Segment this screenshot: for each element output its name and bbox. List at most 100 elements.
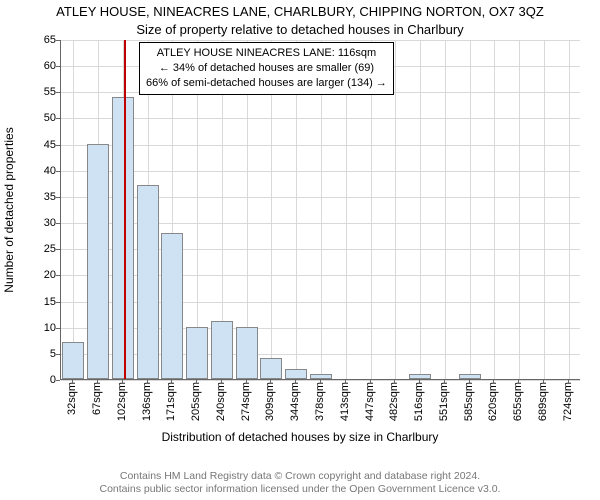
x-tick-mark [97, 380, 98, 384]
gridline-v [395, 40, 396, 379]
y-tick-mark [56, 40, 60, 41]
x-axis-label: Distribution of detached houses by size … [0, 430, 600, 444]
chart-address-title: ATLEY HOUSE, NINEACRES LANE, CHARLBURY, … [0, 4, 600, 19]
x-tick-mark [370, 380, 371, 384]
y-tick-label: 25 [16, 243, 56, 255]
x-tick-mark [543, 380, 544, 384]
histogram-bar [62, 342, 84, 379]
gridline-v [73, 40, 74, 379]
histogram-bar [87, 144, 109, 379]
y-tick-mark [56, 223, 60, 224]
histogram-bar [161, 233, 183, 379]
histogram-bar [459, 374, 481, 379]
y-tick-mark [56, 249, 60, 250]
histogram-bar [112, 97, 134, 379]
x-tick-label: 551sqm [438, 382, 450, 421]
x-tick-mark [518, 380, 519, 384]
histogram-bar [260, 358, 282, 379]
gridline-v [544, 40, 545, 379]
x-tick-label: 32sqm [66, 382, 78, 415]
y-tick-label: 10 [16, 322, 56, 334]
x-tick-label: 171sqm [165, 382, 177, 421]
y-tick-mark [56, 328, 60, 329]
y-tick-mark [56, 380, 60, 381]
y-tick-label: 50 [16, 112, 56, 124]
attribution-line1: Contains HM Land Registry data © Crown c… [120, 470, 480, 482]
x-tick-mark [270, 380, 271, 384]
x-tick-label: 344sqm [289, 382, 301, 421]
y-tick-label: 55 [16, 86, 56, 98]
x-tick-mark [320, 380, 321, 384]
reference-line [124, 40, 126, 379]
x-tick-label: 724sqm [562, 382, 574, 421]
x-tick-mark [295, 380, 296, 384]
x-tick-mark [469, 380, 470, 384]
gridline-v [445, 40, 446, 379]
y-tick-mark [56, 118, 60, 119]
histogram-bar [236, 327, 258, 379]
gridline-v [569, 40, 570, 379]
y-tick-label: 45 [16, 139, 56, 151]
x-tick-mark [493, 380, 494, 384]
gridline-v [420, 40, 421, 379]
histogram-bar [285, 369, 307, 379]
y-tick-mark [56, 171, 60, 172]
x-tick-label: 413sqm [339, 382, 351, 421]
chart-subtitle: Size of property relative to detached ho… [0, 22, 600, 37]
y-tick-mark [56, 197, 60, 198]
x-tick-label: 516sqm [413, 382, 425, 421]
gridline-v [470, 40, 471, 379]
y-tick-label: 60 [16, 60, 56, 72]
x-tick-label: 689sqm [537, 382, 549, 421]
annotation-box: ATLEY HOUSE NINEACRES LANE: 116sqm← 34% … [139, 42, 394, 95]
x-tick-label: 274sqm [240, 382, 252, 421]
y-tick-label: 5 [16, 348, 56, 360]
x-tick-mark [246, 380, 247, 384]
y-axis-label: Number of detached properties [2, 127, 16, 292]
annotation-line: 66% of semi-detached houses are larger (… [146, 76, 387, 91]
y-tick-mark [56, 354, 60, 355]
x-tick-label: 620sqm [487, 382, 499, 421]
histogram-bar [137, 185, 159, 379]
x-tick-mark [419, 380, 420, 384]
x-tick-mark [147, 380, 148, 384]
y-tick-label: 15 [16, 296, 56, 308]
plot-area: ATLEY HOUSE NINEACRES LANE: 116sqm← 34% … [60, 40, 580, 380]
x-tick-mark [221, 380, 222, 384]
histogram-bar [310, 374, 332, 379]
y-tick-mark [56, 275, 60, 276]
x-tick-label: 585sqm [463, 382, 475, 421]
x-tick-label: 240sqm [215, 382, 227, 421]
x-tick-mark [568, 380, 569, 384]
x-tick-label: 102sqm [116, 382, 128, 421]
x-tick-mark [394, 380, 395, 384]
y-tick-label: 0 [16, 374, 56, 386]
x-tick-label: 655sqm [512, 382, 524, 421]
x-tick-mark [72, 380, 73, 384]
y-tick-mark [56, 66, 60, 67]
y-tick-label: 40 [16, 165, 56, 177]
x-tick-label: 447sqm [364, 382, 376, 421]
x-tick-label: 482sqm [388, 382, 400, 421]
annotation-line: ← 34% of detached houses are smaller (69… [146, 61, 387, 76]
x-tick-mark [444, 380, 445, 384]
attribution-text: Contains HM Land Registry data © Crown c… [0, 470, 600, 496]
histogram-bar [409, 374, 431, 379]
x-tick-mark [196, 380, 197, 384]
y-tick-label: 30 [16, 217, 56, 229]
y-tick-mark [56, 92, 60, 93]
x-tick-label: 309sqm [264, 382, 276, 421]
x-tick-mark [122, 380, 123, 384]
y-tick-mark [56, 145, 60, 146]
gridline-v [519, 40, 520, 379]
gridline-v [494, 40, 495, 379]
y-tick-mark [56, 302, 60, 303]
x-tick-label: 205sqm [190, 382, 202, 421]
y-tick-label: 35 [16, 191, 56, 203]
histogram-bar [186, 327, 208, 379]
x-tick-mark [171, 380, 172, 384]
y-tick-label: 65 [16, 34, 56, 46]
annotation-line: ATLEY HOUSE NINEACRES LANE: 116sqm [146, 46, 387, 61]
x-tick-label: 378sqm [314, 382, 326, 421]
y-tick-label: 20 [16, 269, 56, 281]
